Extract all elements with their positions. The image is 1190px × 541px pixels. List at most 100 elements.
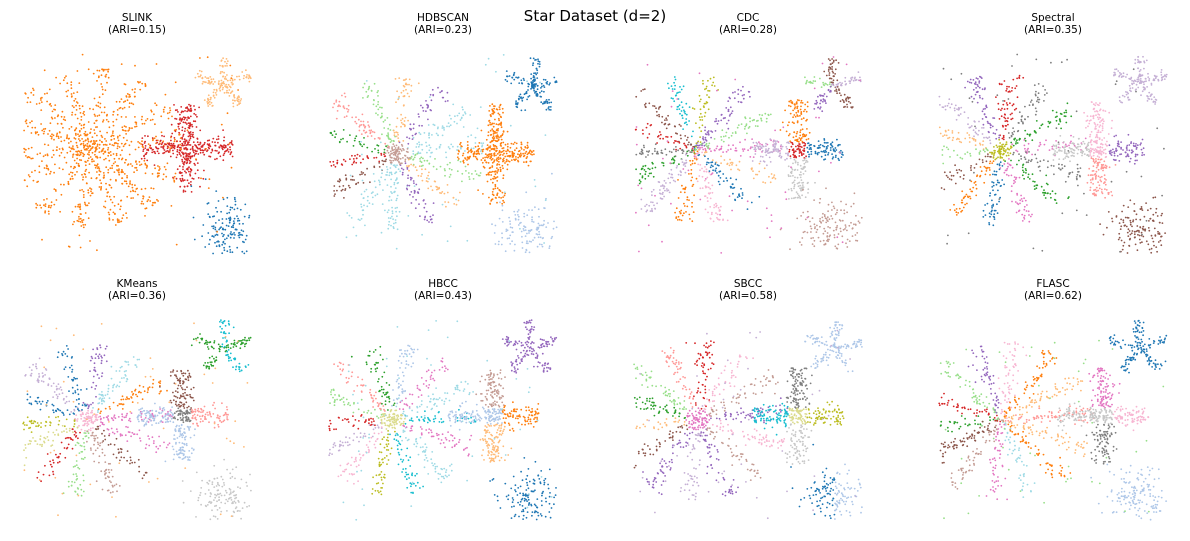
data-point — [144, 85, 147, 88]
data-point — [524, 226, 526, 229]
data-point — [761, 114, 764, 117]
data-point — [493, 159, 496, 162]
data-point — [491, 223, 493, 226]
data-point — [805, 155, 807, 158]
data-point — [799, 176, 802, 179]
data-point — [725, 150, 728, 153]
data-point — [701, 124, 704, 127]
data-point — [661, 240, 663, 243]
data-point — [531, 83, 534, 85]
data-point — [224, 238, 226, 241]
cluster-noise — [345, 54, 547, 250]
data-point — [43, 69, 46, 72]
data-point — [500, 151, 503, 154]
data-point — [706, 94, 708, 96]
data-point — [654, 194, 656, 197]
data-point — [110, 186, 113, 189]
data-point — [393, 134, 396, 137]
data-point — [537, 58, 539, 61]
data-point — [461, 180, 463, 183]
data-point — [72, 145, 74, 147]
data-point — [242, 230, 245, 233]
data-point — [552, 227, 555, 230]
data-point — [517, 215, 520, 218]
data-point — [388, 123, 391, 126]
data-point — [31, 120, 33, 123]
data-point — [962, 206, 965, 209]
data-point — [184, 170, 186, 173]
data-point — [233, 237, 235, 239]
data-point — [685, 211, 687, 213]
data-point — [368, 87, 370, 90]
data-point — [211, 148, 214, 151]
data-point — [441, 134, 444, 137]
data-point — [704, 179, 706, 182]
data-point — [826, 232, 829, 234]
data-point — [793, 183, 796, 186]
data-point — [502, 160, 504, 163]
data-point — [169, 107, 171, 109]
data-point — [182, 135, 185, 137]
data-point — [508, 150, 511, 153]
data-point — [107, 211, 110, 214]
data-point — [402, 140, 405, 142]
data-point — [731, 110, 734, 112]
data-point — [147, 143, 150, 145]
data-point — [235, 228, 238, 231]
data-point — [125, 180, 128, 183]
data-point — [113, 157, 116, 160]
data-point — [635, 153, 638, 156]
data-point — [464, 111, 466, 113]
data-point — [651, 152, 654, 155]
data-point — [397, 168, 400, 171]
data-point — [46, 92, 48, 95]
data-point — [42, 155, 45, 158]
data-point — [101, 88, 104, 91]
data-point — [746, 200, 749, 203]
data-point — [128, 106, 131, 108]
data-point — [75, 134, 77, 136]
data-point — [43, 204, 45, 207]
data-point — [798, 152, 801, 154]
data-point — [459, 143, 461, 146]
data-point — [679, 134, 682, 137]
data-point — [229, 153, 232, 156]
data-point — [191, 123, 193, 126]
data-point — [677, 197, 680, 199]
data-point — [208, 139, 211, 142]
data-point — [132, 189, 134, 192]
data-point — [495, 123, 498, 125]
data-point — [186, 161, 189, 164]
data-point — [741, 192, 744, 194]
data-point — [841, 235, 844, 238]
data-point — [212, 137, 215, 140]
data-point — [533, 87, 535, 90]
data-point — [723, 159, 726, 161]
data-point — [695, 142, 698, 145]
data-point — [212, 83, 215, 85]
data-point — [704, 136, 707, 139]
data-point — [793, 179, 796, 182]
data-point — [213, 88, 216, 91]
data-point — [207, 105, 210, 107]
data-point — [523, 161, 525, 163]
data-point — [647, 175, 650, 177]
data-point — [502, 154, 504, 156]
data-point — [215, 94, 218, 96]
data-point — [97, 101, 100, 104]
data-point — [512, 231, 514, 234]
data-point — [189, 137, 192, 140]
data-point — [108, 195, 111, 198]
data-point — [111, 201, 114, 204]
data-point — [49, 170, 52, 173]
data-point — [230, 231, 232, 233]
data-point — [776, 140, 778, 142]
data-point — [171, 132, 174, 135]
data-point — [333, 190, 335, 192]
data-point — [121, 217, 124, 220]
data-point — [743, 93, 745, 96]
data-point — [82, 176, 85, 179]
data-point — [793, 114, 796, 116]
data-point — [695, 148, 698, 151]
data-point — [823, 151, 826, 154]
